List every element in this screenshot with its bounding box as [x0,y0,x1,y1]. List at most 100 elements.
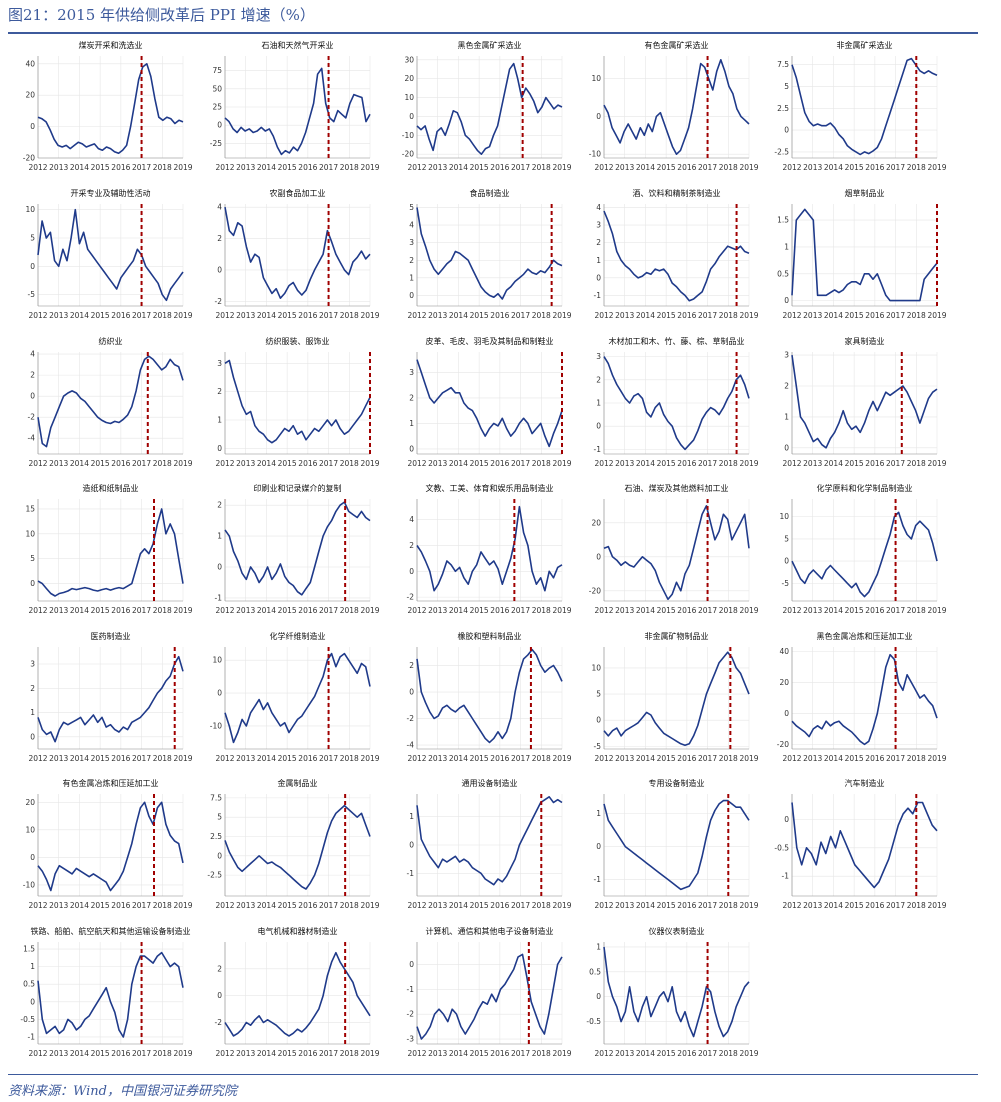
x-tick-label: 2017 [319,163,338,172]
y-tick-label: -2.5 [774,147,789,156]
y-tick-label: 0 [784,443,789,452]
y-tick-label: 0.5 [589,967,601,976]
y-tick-label: 40 [25,59,35,68]
y-tick-label: 0 [784,709,789,718]
chart-panel: 食品制造业 0 1 2 3 4 5 2012 2013 2014 2015 2016 2017 2018 2… [407,188,571,320]
x-tick-label: 2013 [428,311,447,320]
x-tick-label: 2012 [594,754,613,763]
x-tick-label: 2015 [91,311,110,320]
x-tick-label: 2018 [340,606,359,615]
x-tick-label: 2015 [657,606,676,615]
x-tick-label: 2015 [278,754,297,763]
y-tick-label: 2.5 [210,832,222,841]
x-tick-label: 2015 [91,901,110,910]
x-tick-label: 2013 [236,606,255,615]
x-tick-label: 2019 [173,901,192,910]
series-line [37,62,184,155]
x-tick-label: 2017 [511,163,530,172]
x-tick-label: 2016 [677,311,696,320]
x-tick-label: 2012 [407,459,426,468]
x-tick-label: 2015 [91,459,110,468]
x-tick-label: 2018 [907,606,926,615]
y-tick-label: -2 [407,714,415,723]
x-tick-label: 2013 [236,901,255,910]
x-tick-label: 2015 [657,459,676,468]
x-tick-label: 2018 [340,311,359,320]
y-tick-label: -20 [777,740,789,749]
y-tick-label: 2 [409,661,414,670]
x-tick-label: 2018 [153,606,172,615]
x-tick-label: 2012 [594,1049,613,1058]
y-tick-label: 10 [212,656,222,665]
chart-panel: 农副食品加工业 -2 0 2 4 2012 2013 2014 2015 2016 2017 2018… [215,188,380,320]
y-tick-label: 0 [30,392,35,401]
series-line [603,946,750,1038]
series-line [224,501,371,596]
x-tick-label: 2016 [298,901,317,910]
x-tick-label: 2012 [215,606,234,615]
x-tick-label: 2014 [449,901,468,910]
x-tick-label: 2012 [28,459,47,468]
x-tick-label: 2018 [719,754,738,763]
panel-title: 黑色金属矿采选业 [458,40,522,50]
y-tick-label: 5 [217,813,222,822]
x-tick-label: 2014 [449,754,468,763]
x-tick-label: 2016 [677,901,696,910]
y-tick-label: 10 [25,529,35,538]
x-tick-label: 2015 [91,163,110,172]
panel-title: 化学纤维制造业 [270,631,326,641]
y-tick-label: -5 [782,579,790,588]
x-tick-label: 2019 [360,311,379,320]
figure-title: 图21：2015 年供给侧改革后 PPI 增速（%） [8,6,315,24]
panel-title: 化学原料和化学制品制造业 [817,483,913,493]
y-tick-label: 3 [217,359,222,368]
x-tick-label: 2013 [803,606,822,615]
y-tick-label: 20 [404,74,414,83]
x-tick-label: 2012 [594,311,613,320]
x-tick-label: 2017 [698,901,717,910]
x-tick-label: 2012 [782,606,801,615]
x-tick-label: 2016 [111,606,130,615]
y-tick-label: 5 [30,234,35,243]
y-tick-label: 0 [409,841,414,850]
x-tick-label: 2016 [677,606,696,615]
x-tick-label: 2017 [319,311,338,320]
y-tick-label: -20 [402,150,414,159]
y-tick-label: 1.5 [23,945,35,954]
x-tick-label: 2014 [636,1049,655,1058]
x-tick-label: 2013 [428,163,447,172]
chart-panel: 家具制造业 0 1 2 3 2012 2013 2014 2015 2016 2017 2018 201… [782,336,946,468]
series-line [224,67,371,156]
x-tick-label: 2015 [278,459,297,468]
x-tick-label: 2012 [28,311,47,320]
x-tick-label: 2013 [615,311,634,320]
y-tick-label: 0 [30,262,35,271]
y-tick-label: 0 [217,991,222,1000]
y-tick-label: 2 [217,501,222,510]
x-tick-label: 2019 [173,311,192,320]
x-tick-label: 2012 [594,606,613,615]
y-tick-label: 75 [212,66,222,75]
x-tick-label: 2018 [532,1049,551,1058]
panel-title: 印刷业和记录媒介的复制 [254,483,342,493]
y-tick-label: 0 [30,853,35,862]
y-tick-label: 4 [596,203,601,212]
x-tick-label: 2017 [511,606,530,615]
x-tick-label: 2019 [173,459,192,468]
y-tick-label: 0 [784,296,789,305]
series-line [224,951,371,1037]
x-tick-label: 2018 [340,754,359,763]
x-tick-label: 2016 [298,754,317,763]
x-tick-label: 2018 [907,459,926,468]
x-tick-label: 2017 [698,163,717,172]
y-tick-label: -1 [594,445,602,454]
x-tick-label: 2015 [470,1049,489,1058]
series-line [224,206,371,300]
x-tick-label: 2016 [111,1049,130,1058]
y-tick-label: 4 [409,221,414,230]
x-tick-label: 2015 [845,754,864,763]
x-tick-label: 2012 [215,1049,234,1058]
x-tick-label: 2017 [132,1049,151,1058]
